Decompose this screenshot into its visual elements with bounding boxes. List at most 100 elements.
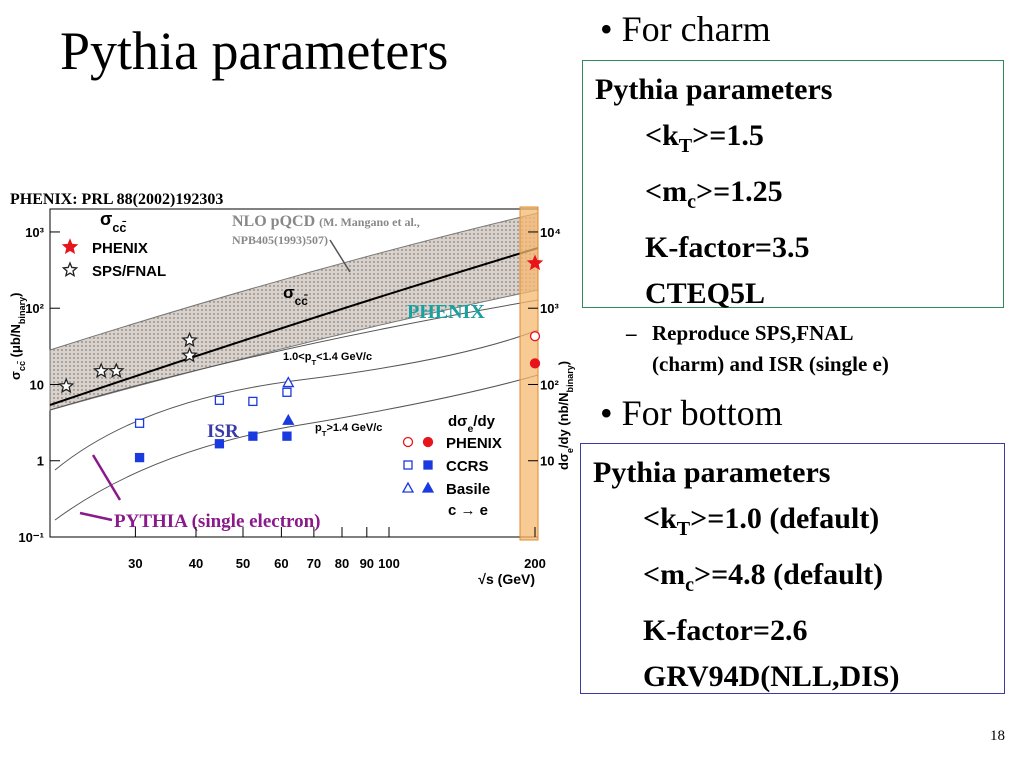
text-part: σ (283, 283, 295, 302)
box-title: Pythia parameters (595, 73, 833, 106)
data-point (282, 387, 292, 397)
highlight-200gev (519, 206, 539, 541)
subscript: cc̄ (112, 221, 126, 235)
slide-title: Pythia parameters (60, 21, 449, 81)
legend-entry: c → e (448, 502, 488, 519)
data-point (61, 238, 79, 255)
subscript: cc̄ (295, 294, 309, 308)
curve-label: 1.0<pT<1.4 GeV/c (283, 351, 372, 367)
data-point (57, 377, 75, 394)
sub-item-line: Reproduce SPS,FNAL (652, 321, 854, 345)
curve-label: pT>1.4 GeV/c (315, 422, 382, 438)
bullet: • For charm (600, 9, 771, 49)
isr-label: ISR (207, 421, 239, 442)
pythia-curve (54, 329, 539, 471)
text-part: ) (8, 292, 23, 296)
x-axis-label: √s (GeV) (478, 571, 535, 587)
box-line: K-factor=2.6 (593, 608, 1004, 654)
subscript: binary (565, 364, 575, 392)
text-part: dσ (448, 413, 467, 430)
text-part: GRV94D(NLL,DIS) (643, 660, 900, 693)
y2-tick-label: 10³ (540, 301, 559, 316)
box-line: <kT>=1.0 (default) (593, 496, 1004, 552)
legend-entry: CCRS (446, 458, 489, 475)
text-part: dσ (556, 453, 571, 470)
data-point (214, 395, 225, 405)
data-point (529, 331, 541, 342)
x-tick-label: 30 (128, 556, 142, 571)
bullet-text: For charm (621, 9, 771, 49)
data-point (282, 376, 295, 388)
data-point (134, 452, 145, 463)
nlo-ref: (M. Mangano et al., (319, 215, 420, 229)
subscript: c (685, 574, 694, 596)
subscript: T (678, 135, 693, 157)
charm-box: Pythia parameters <kT>=1.5 <mc>=1.25 K-f… (582, 60, 1004, 310)
text-part: >1.4 GeV/c (326, 422, 382, 434)
text-part: <k (645, 119, 679, 152)
data-point (422, 436, 434, 448)
reference: PHENIX: PRL 88(2002)192303 (10, 191, 223, 208)
text-part: σ (100, 209, 112, 229)
data-point (403, 460, 413, 470)
subscript: T (676, 518, 691, 540)
x-tick-label: 70 (307, 556, 321, 571)
box-line: <mc>=4.8 (default) (593, 552, 1004, 608)
sub-item: – Reproduce SPS,FNAL (charm) and ISR (si… (626, 318, 889, 380)
data-point (401, 481, 415, 493)
subscript: T (311, 358, 316, 367)
box-line: GRV94D(NLL,DIS) (593, 654, 1004, 700)
text-part: >=1.25 (695, 175, 783, 208)
data-point (214, 439, 225, 449)
data-point (282, 431, 292, 441)
y-tick-label: 10⁻¹ (18, 530, 44, 545)
data-point (526, 254, 544, 271)
legend-title: dσe/dy (448, 413, 496, 435)
data-point (421, 481, 435, 493)
pythia-label: PYTHIA (single electron) (114, 511, 321, 532)
page-number: 18 (990, 728, 1005, 744)
y2-axis-label: dσe/dy (nb/Nbinary) (556, 361, 575, 470)
text-part: p (315, 422, 322, 434)
sub-item-line: (charm) and ISR (single e) (652, 352, 889, 376)
y2-tick-label: 10² (540, 377, 559, 392)
data-point (282, 413, 295, 425)
text-part: K-factor=2.6 (643, 614, 808, 647)
subscript: binary (17, 296, 27, 324)
text-part: <k (643, 502, 677, 535)
subscript: cc̄ (17, 360, 27, 371)
y-tick-label: 10 (30, 377, 44, 392)
text-part: CTEQ5L (645, 277, 766, 310)
y-tick-label: 10³ (25, 225, 44, 240)
data-point (134, 418, 145, 428)
text-part: 1.0<p (283, 351, 312, 363)
annotation-arrow (91, 454, 122, 501)
text-part: >=1.5 (692, 119, 764, 152)
text-part: >=4.8 (default) (693, 558, 884, 591)
box-line: CTEQ5L (595, 271, 1003, 317)
text-part: <m (645, 175, 688, 208)
box-title: Pythia parameters (593, 456, 831, 489)
legend-title: σcc̄ (100, 209, 126, 235)
box-line: K-factor=3.5 (595, 225, 1003, 271)
y-tick-label: 1 (37, 454, 44, 469)
text-part: >=1.0 (default) (690, 502, 880, 535)
text-part: σ (8, 371, 23, 380)
text-part: <m (643, 558, 686, 591)
annotation-arrow (79, 511, 113, 522)
pythia-curve (49, 299, 539, 411)
box-line: <mc>=1.25 (595, 169, 1003, 225)
x-tick-label: 50 (236, 556, 250, 571)
data-point (108, 362, 125, 379)
bottom-box: Pythia parameters <kT>=1.0 (default) <mc… (580, 443, 1005, 694)
data-point (92, 362, 110, 379)
subscript: e (565, 448, 575, 453)
nlo-label: NLO pQCD (M. Mangano et al., (232, 213, 420, 230)
y-axis-label: σcc̄ (μb/Nbinary) (8, 292, 27, 380)
pythia-curve (54, 374, 539, 521)
x-tick-label: 80 (335, 556, 349, 571)
legend-entry: PHENIX (92, 240, 148, 257)
legend-entry: Basile (446, 481, 490, 498)
data-point (248, 431, 258, 441)
